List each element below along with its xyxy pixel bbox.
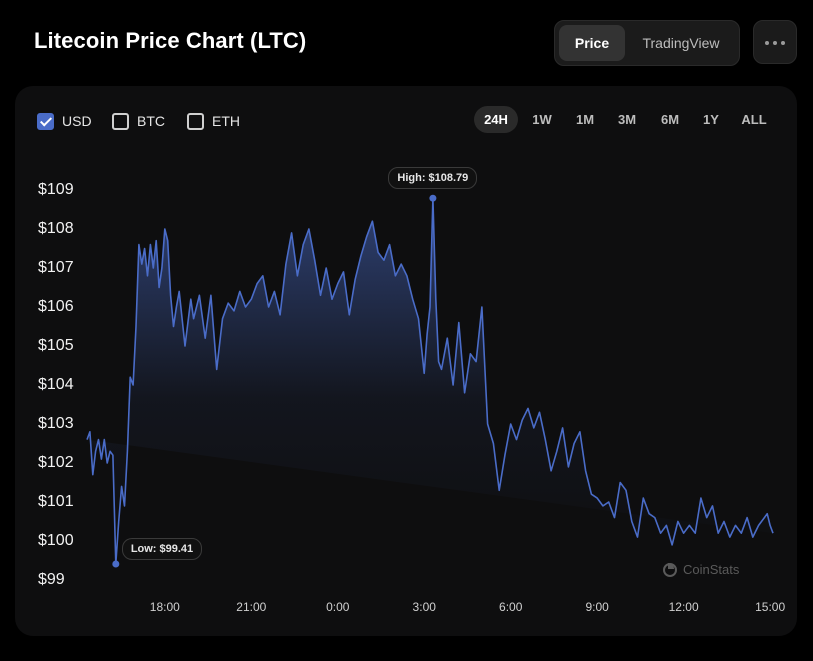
y-tick-label: $107	[38, 259, 74, 276]
x-tick-label: 3:00	[412, 600, 436, 614]
y-tick-label: $105	[38, 337, 74, 354]
x-tick-label: 18:00	[149, 600, 180, 614]
y-tick-label: $104	[38, 376, 74, 393]
range-all[interactable]: ALL	[741, 112, 767, 127]
range-24h[interactable]: 24H	[474, 106, 518, 133]
y-tick-label: $106	[38, 298, 74, 315]
coinstats-watermark: CoinStats	[663, 562, 739, 577]
y-tick-label: $100	[38, 532, 74, 549]
x-tick-label: 12:00	[668, 600, 699, 614]
checkbox-icon[interactable]	[187, 112, 204, 130]
tab-price[interactable]: Price	[559, 25, 625, 61]
currency-label-btc: BTC	[137, 113, 165, 129]
more-horizontal-icon	[773, 41, 777, 45]
y-tick-label: $108	[38, 220, 74, 237]
checkbox-icon[interactable]	[112, 112, 129, 130]
range-1w[interactable]: 1W	[532, 112, 552, 127]
y-tick-label: $103	[38, 415, 74, 432]
range-1m[interactable]: 1M	[575, 112, 595, 127]
currency-toggle-eth[interactable]: ETH	[187, 112, 240, 130]
more-horizontal-icon	[765, 41, 769, 45]
currency-label-eth: ETH	[212, 113, 240, 129]
currency-toggle-usd[interactable]: USD	[37, 112, 92, 130]
checkbox-checked-icon[interactable]	[37, 112, 54, 130]
price-series-line[interactable]	[86, 197, 774, 565]
x-tick-label: 0:00	[326, 600, 350, 614]
currency-label-usd: USD	[62, 113, 92, 129]
y-tick-label: $99	[38, 571, 65, 588]
range-1y[interactable]: 1Y	[703, 112, 719, 127]
more-horizontal-icon	[781, 41, 785, 45]
more-button[interactable]	[753, 20, 797, 64]
view-toggle: Price TradingView	[554, 20, 740, 66]
x-tick-label: 15:00	[755, 600, 786, 614]
y-tick-label: $101	[38, 493, 74, 510]
tab-tradingview[interactable]: TradingView	[642, 35, 720, 51]
y-tick-label: $102	[38, 454, 74, 471]
y-tick-label: $109	[38, 181, 74, 198]
currency-toggle-btc[interactable]: BTC	[112, 112, 165, 130]
x-tick-label: 9:00	[585, 600, 609, 614]
coinstats-logo-icon	[663, 562, 677, 577]
range-3m[interactable]: 3M	[617, 112, 637, 127]
x-tick-label: 21:00	[236, 600, 267, 614]
price-area-fill	[87, 198, 773, 564]
high-marker	[429, 194, 437, 202]
low-marker	[112, 560, 120, 568]
watermark-text: CoinStats	[683, 562, 740, 577]
low-price-callout: Low: $99.41	[121, 538, 203, 560]
chart-card: USD BTC ETH 24H 1W 1M 3M 6M 1Y ALL $109 $…	[15, 86, 797, 636]
high-price-callout: High: $108.79	[388, 167, 478, 190]
price-chart[interactable]	[15, 86, 797, 636]
range-6m[interactable]: 6M	[660, 112, 680, 127]
x-tick-label: 6:00	[499, 600, 523, 614]
page-title: Litecoin Price Chart (LTC)	[34, 28, 307, 53]
